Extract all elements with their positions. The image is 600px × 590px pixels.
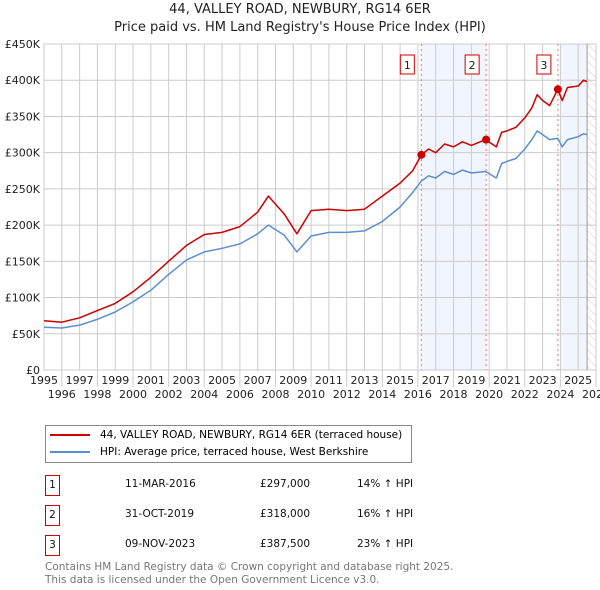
x-tick-label: 2017 xyxy=(422,374,450,387)
x-tick-label: 1996 xyxy=(48,388,76,401)
price-paid-line xyxy=(43,79,588,323)
x-tick-label: 2015 xyxy=(386,374,414,387)
y-tick-label: £300K xyxy=(5,147,41,160)
sale-label: 1 xyxy=(404,59,411,72)
sale-date: 09-NOV-2023 xyxy=(125,538,196,550)
sale-date: 11-MAR-2016 xyxy=(125,478,196,490)
x-tick-label: 2023 xyxy=(529,374,557,387)
x-tick-label: 2018 xyxy=(440,388,468,401)
legend-swatch-blue xyxy=(50,451,90,453)
x-tick-label: 1999 xyxy=(101,374,129,387)
x-tick-label: 2012 xyxy=(333,388,361,401)
x-tick-label: 2008 xyxy=(261,388,289,401)
legend-item-property: 44, VALLEY ROAD, NEWBURY, RG14 6ER (terr… xyxy=(50,429,402,441)
sale-point xyxy=(553,85,562,94)
sale-marker-badge: 2 xyxy=(45,505,60,526)
sale-label-box xyxy=(536,54,552,75)
sale-hpi-diff: 16% ↑ HPI xyxy=(357,508,414,520)
sale-point xyxy=(417,150,426,159)
x-tick-label: 2003 xyxy=(172,374,200,387)
legend-swatch-red xyxy=(50,434,90,436)
footer: Contains HM Land Registry data © Crown c… xyxy=(45,561,453,587)
sale-row: 1 11-MAR-2016 £297,000 14% ↑ HPI xyxy=(45,475,445,496)
x-tick-label: 2026 xyxy=(582,388,600,401)
legend: 44, VALLEY ROAD, NEWBURY, RG14 6ER (terr… xyxy=(45,425,412,463)
x-tick-label: 2001 xyxy=(137,374,165,387)
recent-period-shade xyxy=(560,44,588,370)
y-tick-label: £450K xyxy=(5,38,41,51)
x-tick-label: 2002 xyxy=(155,388,183,401)
legend-item-hpi: HPI: Average price, terraced house, West… xyxy=(50,446,368,458)
legend-label: 44, VALLEY ROAD, NEWBURY, RG14 6ER (terr… xyxy=(100,429,403,441)
y-tick-label: £50K xyxy=(12,328,41,341)
x-tick-label: 2000 xyxy=(119,388,147,401)
y-tick-label: £100K xyxy=(5,292,41,305)
x-tick-label: 2004 xyxy=(190,388,218,401)
sale-price: £387,500 xyxy=(260,538,311,550)
y-tick-label: £150K xyxy=(5,255,41,268)
y-tick-label: £0 xyxy=(26,364,40,377)
sale-marker-badge: 1 xyxy=(45,475,60,496)
x-tick-label: 1997 xyxy=(66,374,94,387)
x-tick-label: 2022 xyxy=(511,388,539,401)
x-tick-label: 2013 xyxy=(351,374,379,387)
y-tick-label: £200K xyxy=(5,219,41,232)
sale-hpi-diff: 23% ↑ HPI xyxy=(357,538,414,550)
x-tick-label: 2005 xyxy=(208,374,236,387)
x-tick-label: 2021 xyxy=(493,374,521,387)
x-tick-label: 2007 xyxy=(244,374,272,387)
footer-copyright: Contains HM Land Registry data © Crown c… xyxy=(45,561,454,573)
sale-row: 2 31-OCT-2019 £318,000 16% ↑ HPI xyxy=(45,505,445,526)
x-tick-label: 2019 xyxy=(457,374,485,387)
y-tick-label: £400K xyxy=(5,74,41,87)
sale-price: £297,000 xyxy=(260,478,311,490)
chart-title: 44, VALLEY ROAD, NEWBURY, RG14 6ER xyxy=(169,2,431,17)
sale-hpi-diff: 14% ↑ HPI xyxy=(357,478,414,490)
x-tick-label: 2020 xyxy=(475,388,503,401)
plot-area: 1995199619971998199920002001200220032004… xyxy=(5,38,600,401)
x-tick-label: 2011 xyxy=(315,374,343,387)
sale-row: 3 09-NOV-2023 £387,500 23% ↑ HPI xyxy=(45,535,445,556)
future-hatch xyxy=(587,44,596,370)
x-tick-label: 2024 xyxy=(546,388,574,401)
x-tick-label: 2010 xyxy=(297,388,325,401)
sale-label: 3 xyxy=(540,59,547,72)
sale-date: 31-OCT-2019 xyxy=(125,508,194,520)
sale-label: 2 xyxy=(469,59,476,72)
y-tick-label: £250K xyxy=(5,183,41,196)
sale-marker-badge: 3 xyxy=(45,535,60,556)
legend-label: HPI: Average price, terraced house, West… xyxy=(100,446,369,458)
hpi-line xyxy=(43,130,588,329)
sale-label-box xyxy=(464,54,480,75)
x-tick-label: 1998 xyxy=(83,388,111,401)
x-tick-label: 2006 xyxy=(226,388,254,401)
sale-label-box xyxy=(399,54,415,75)
x-tick-label: 1995 xyxy=(30,374,58,387)
chart-subtitle: Price paid vs. HM Land Registry's House … xyxy=(114,20,486,35)
x-tick-label: 2009 xyxy=(279,374,307,387)
y-tick-label: £350K xyxy=(5,110,41,123)
x-tick-label: 2016 xyxy=(404,388,432,401)
footer-licence: This data is licensed under the Open Gov… xyxy=(45,574,380,586)
sale-point xyxy=(482,135,491,144)
sale-price: £318,000 xyxy=(260,508,311,520)
x-tick-label: 2025 xyxy=(564,374,592,387)
x-tick-label: 2014 xyxy=(368,388,396,401)
